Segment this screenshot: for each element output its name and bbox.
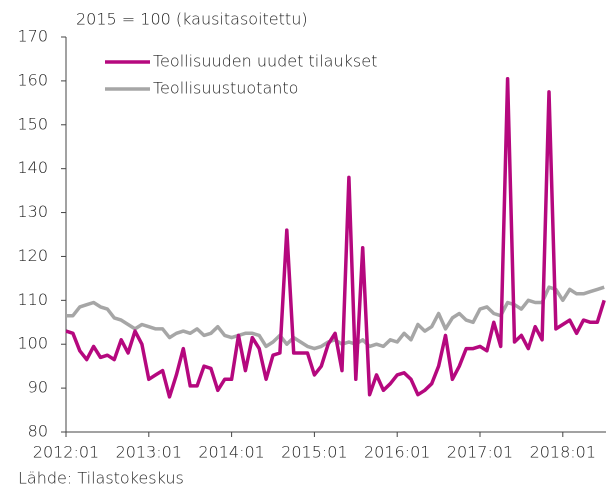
- x-tick-label: 2014:01: [198, 443, 264, 462]
- subtitle: 2015 = 100 (kausitasoitettu): [76, 10, 308, 29]
- legend-label: Teollisuustuotanto: [153, 79, 298, 98]
- y-tick-label: 130: [17, 202, 48, 221]
- source: Lähde: Tilastokeskus: [18, 469, 184, 488]
- y-tick-label: 150: [17, 114, 48, 133]
- y-tick-label: 170: [17, 27, 48, 46]
- x-tick-label: 2016:01: [364, 443, 430, 462]
- y-tick-label: 140: [17, 158, 48, 177]
- y-tick-label: 110: [17, 290, 48, 309]
- y-tick-label: 80: [28, 422, 48, 441]
- x-tick-label: 2013:01: [116, 443, 182, 462]
- legend-label: Teollisuuden uudet tilaukset: [153, 52, 377, 71]
- y-tick-label: 100: [17, 334, 48, 353]
- series-line: [65, 76, 606, 399]
- y-tick-label: 90: [28, 378, 48, 397]
- y-tick-label: 160: [17, 70, 48, 89]
- x-tick-label: 2015:01: [281, 443, 347, 462]
- y-tick-label: 120: [17, 246, 48, 265]
- x-tick-label: 2012:01: [33, 443, 99, 462]
- x-tick-label: 2018:01: [530, 443, 596, 462]
- x-tick-label: 2017:01: [447, 443, 513, 462]
